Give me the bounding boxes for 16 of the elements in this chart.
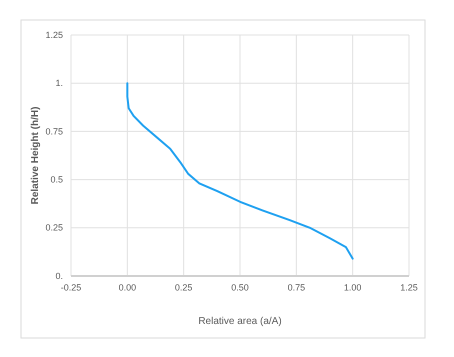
y-tick-label: 1.25 (45, 30, 63, 40)
y-tick-label: 1. (55, 78, 63, 88)
x-tick-label: 1.00 (344, 282, 362, 292)
x-tick-label: 0.00 (118, 282, 136, 292)
x-tick-label: 0.25 (174, 282, 192, 292)
x-tick-label: 0.50 (231, 282, 249, 292)
x-tick-label: 1.25 (400, 282, 418, 292)
y-tick-label: 0.5 (50, 174, 63, 184)
x-tick-label: -0.25 (60, 282, 82, 292)
y-tick-label: 0.25 (45, 222, 63, 233)
x-axis-title: Relative area (a/A) (198, 316, 282, 327)
y-tick-label: 0. (55, 270, 63, 281)
x-tick-label: 0.75 (288, 282, 306, 292)
y-axis-title: Relative Height (h/H) (30, 106, 41, 204)
y-tick-label: 0.75 (45, 126, 63, 136)
line-series (126, 82, 354, 260)
